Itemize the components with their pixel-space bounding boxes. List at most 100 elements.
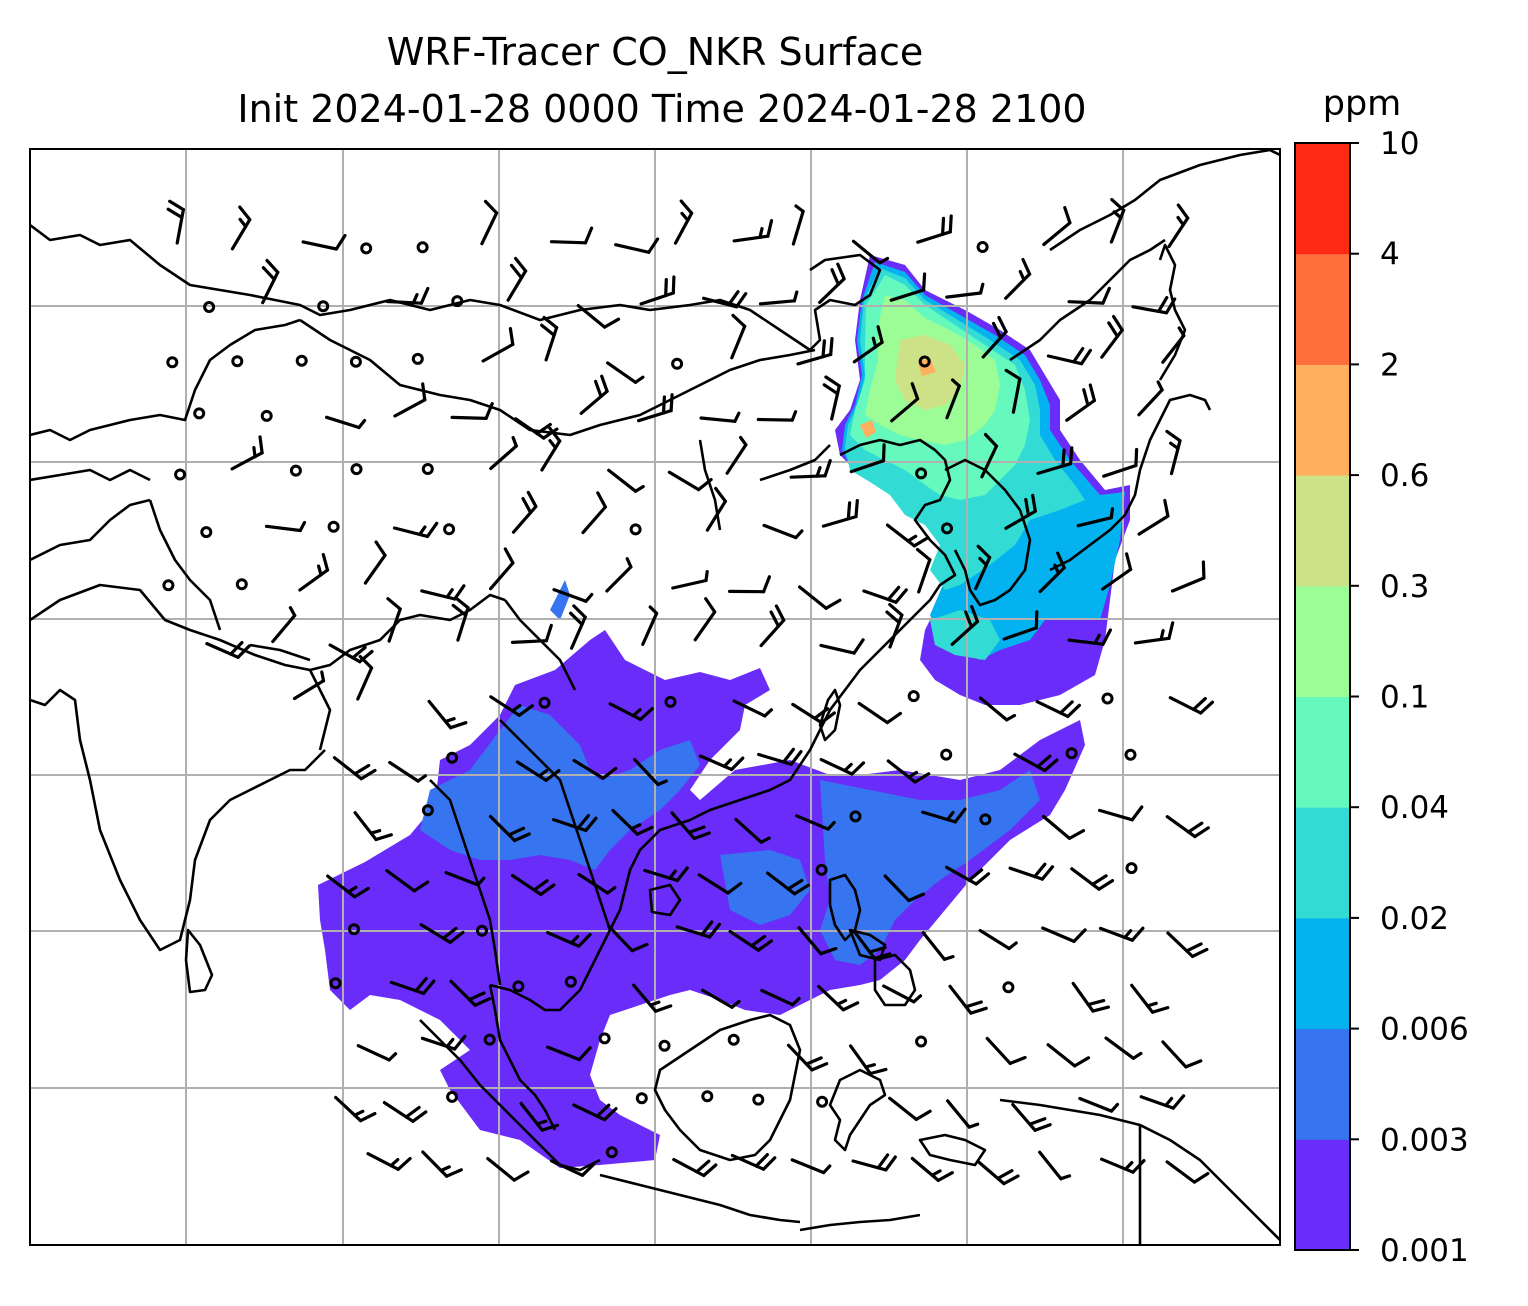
wind-barb-staff [633,757,660,787]
wind-barb-flag [1058,700,1074,715]
wind-barb-staff [639,291,675,306]
wind-barb-flag [539,883,556,897]
wind-barb-flag [595,1103,611,1118]
wind-barb-flag [1031,493,1037,513]
wind-barb-flag [846,501,852,521]
calm-wind-circle [348,923,360,936]
calm-wind-circle [564,975,577,988]
wind-barb-staff [519,1101,544,1132]
wind-barb-flag [584,592,594,603]
wind-barb-flag [1176,203,1190,220]
wind-barb-staff [264,524,302,533]
mindanao-coast [873,953,917,1007]
wind-barb-flag [298,520,307,533]
wind-barb-staff [700,988,734,1009]
wind-barb-flag [727,290,740,307]
colorbar-unit-label: ppm [1323,84,1402,124]
wind-barb-flag [453,1034,467,1051]
wind-barb-flag [726,881,743,895]
wind-barb-flag [584,816,598,833]
wind-barb-flag [252,446,257,459]
wind-barb-flag [374,540,387,557]
wind-barb-flag [996,1169,1014,1181]
wind-barb-flag [729,756,745,772]
wind-barb-flag [1008,1055,1027,1066]
wind-barb-flag [945,810,955,822]
wind-barb-flag [1168,441,1180,450]
wind-barb-flag [544,623,553,643]
java-coast [599,1173,801,1224]
wind-barb-staff [1011,377,1022,414]
wind-barb-flag [630,823,642,831]
colorbar-tick-label: 0.1 [1380,680,1429,716]
wind-barb-staff [1076,516,1113,528]
wind-barb-flag [1043,758,1059,773]
wind-barb-staff [387,607,402,643]
calm-wind-circle [350,463,363,476]
malay-peninsula [488,984,557,1131]
wind-barb-flag [334,233,347,251]
wind-barb-flag [577,1046,592,1062]
wind-barb-flag [758,226,764,239]
wind-barb-flag [1164,1096,1174,1108]
wind-barb-staff [1070,867,1101,891]
wind-barb-flag [353,763,371,776]
wind-barb-staff [1161,334,1186,364]
wind-barb-flag [542,427,559,440]
wind-barb-flag [970,604,980,624]
wind-barb-flag [422,979,436,996]
wind-barb-staff [795,814,830,831]
wind-barb-flag [512,1170,530,1182]
wind-barb-flag [1131,1051,1143,1060]
wind-barb-flag [374,833,393,842]
wind-barb-flag [648,605,659,615]
wind-barb-flag [633,375,645,384]
wind-barb-flag [661,395,667,415]
central-asia-border [30,468,151,482]
wind-barb-staff [326,874,357,899]
wind-barb-flag [1130,805,1144,822]
wind-barb-flag [813,707,830,720]
wind-barb-flag [781,747,796,764]
wind-barb-staff [1139,1095,1175,1110]
calm-wind-circle [1101,692,1114,705]
calm-wind-circle [701,1090,714,1103]
wind-barb-flag [445,1168,463,1178]
wind-barb-flag [1190,947,1209,959]
wind-barb-staff [1042,221,1072,247]
wind-barb-flag [664,278,668,298]
wind-barb-flag [1033,862,1047,879]
wind-barb-flag [1024,497,1031,517]
wind-barb-flag [414,976,428,993]
wind-barb-flag [1097,878,1115,891]
wind-barb-flag [854,499,859,519]
wind-barb-flag [236,644,251,659]
wind-barb-staff [456,606,470,642]
wind-barb-flag [792,883,810,896]
wind-barb-flag [822,1164,832,1175]
wind-barb-flag [1109,1102,1120,1113]
wind-barb-staff [945,1099,971,1129]
plume-south-level-0.003-d [550,580,570,620]
wind-barb-flag [1079,348,1093,366]
wind-barb-flag [544,769,561,782]
wind-barb-flag [445,1037,455,1049]
wind-barb-flag [669,393,674,413]
wind-barb-flag [790,410,798,422]
wind-barb-staff [980,444,999,479]
china-interior-border-c [759,444,831,482]
wind-barb-staff [734,817,763,844]
wind-barb-flag [602,317,621,329]
wind-barb-flag [476,876,486,887]
wind-barb-staff [385,869,416,893]
colorbar-swatch [1295,475,1350,587]
wind-barb-flag [1111,314,1124,332]
wind-barb-flag [821,339,827,359]
wind-barb-flag [1186,821,1204,834]
wind-barb-flag [910,382,920,401]
taiwan-coast [818,688,842,742]
wind-barb-flag [1201,560,1206,580]
wind-barb-flag [445,588,454,599]
wind-barb-flag [517,704,534,717]
lesser-sunda [799,1213,921,1232]
